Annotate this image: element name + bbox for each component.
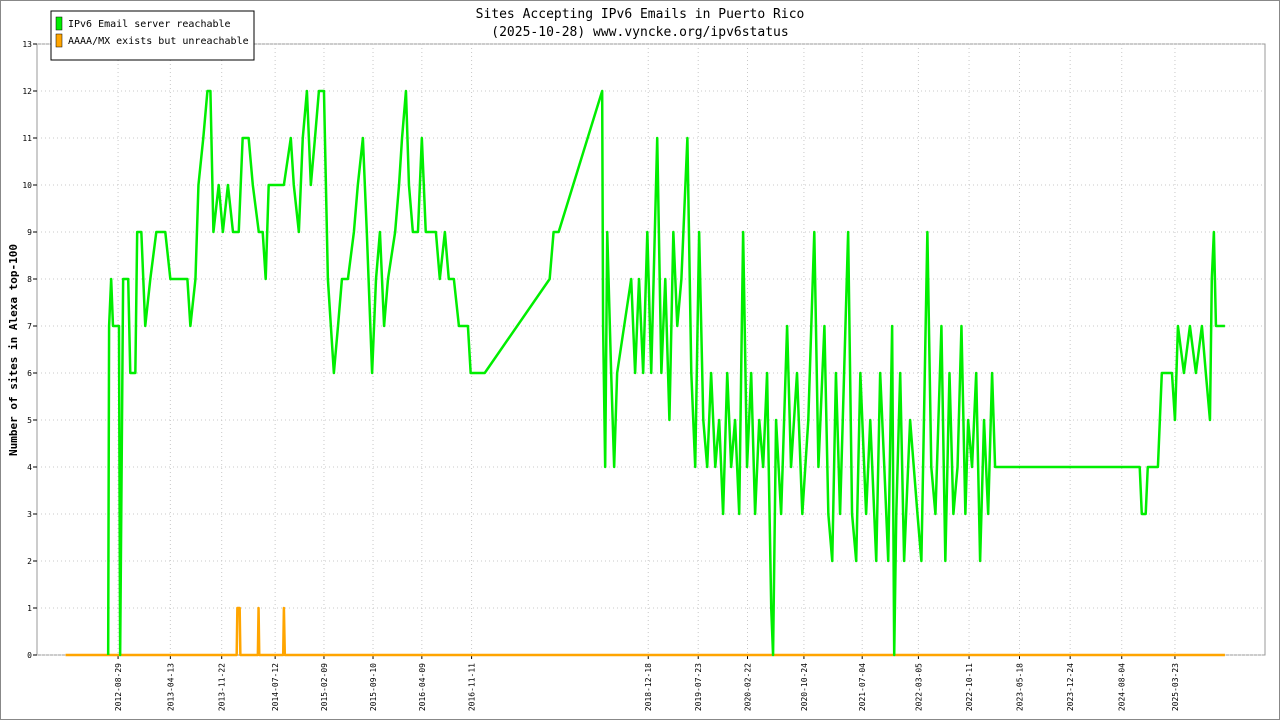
legend-box bbox=[50, 10, 255, 61]
x-tick-label: 2015-02-09 bbox=[320, 663, 329, 711]
x-tick-label: 2020-10-24 bbox=[800, 663, 809, 711]
x-tick-label: 2013-11-22 bbox=[218, 663, 227, 711]
x-tick-label: 2020-02-22 bbox=[743, 663, 752, 711]
y-tick-label: 7 bbox=[27, 322, 32, 331]
y-tick-label: 0 bbox=[27, 651, 32, 660]
y-axis-label: Number of sites in Alexa top-100 bbox=[7, 244, 20, 456]
series-line bbox=[106, 89, 1225, 657]
y-tick-label: 2 bbox=[27, 557, 32, 566]
y-tick-label: 4 bbox=[27, 463, 32, 472]
x-tick-label: 2022-10-11 bbox=[965, 663, 974, 711]
y-tick-label: 9 bbox=[27, 228, 32, 237]
x-tick-label: 2025-03-23 bbox=[1171, 663, 1180, 711]
y-tick-label: 13 bbox=[22, 40, 32, 49]
x-tick-label: 2014-07-12 bbox=[271, 663, 280, 711]
x-tick-label: 2013-04-13 bbox=[166, 663, 175, 711]
legend-label: AAAA/MX exists but unreachable bbox=[68, 36, 249, 47]
y-tick-label: 12 bbox=[22, 87, 32, 96]
x-tick-label: 2023-12-24 bbox=[1066, 663, 1075, 711]
x-tick-label: 2022-03-05 bbox=[914, 663, 923, 711]
x-tick-label: 2016-04-09 bbox=[418, 663, 427, 711]
legend: IPv6 Email server reachable AAAA/MX exist… bbox=[50, 10, 255, 61]
x-tick-label: 2023-05-18 bbox=[1015, 663, 1024, 711]
y-tick-label: 10 bbox=[22, 181, 32, 190]
x-tick-label: 2019-07-23 bbox=[694, 663, 703, 711]
x-tick-label: 2012-08-29 bbox=[114, 663, 123, 711]
y-tick-label: 11 bbox=[22, 134, 32, 143]
x-tick-label: 2016-11-11 bbox=[468, 663, 477, 711]
x-tick-label: 2021-07-04 bbox=[858, 663, 867, 711]
y-tick-label: 5 bbox=[27, 416, 32, 425]
chart-title: Sites Accepting IPv6 Emails in Puerto Ri… bbox=[476, 7, 805, 22]
x-tick-label: 2018-12-18 bbox=[644, 663, 653, 711]
legend-swatch bbox=[55, 33, 63, 48]
y-tick-label: 3 bbox=[27, 510, 32, 519]
legend-swatch bbox=[55, 16, 63, 31]
y-tick-label: 8 bbox=[27, 275, 32, 284]
legend-label: IPv6 Email server reachable bbox=[68, 19, 231, 30]
x-tick-label: 2015-09-10 bbox=[369, 663, 378, 711]
y-tick-label: 6 bbox=[27, 369, 32, 378]
series-line bbox=[65, 606, 1225, 657]
x-tick-label: 2024-08-04 bbox=[1118, 663, 1127, 711]
chart-subtitle: (2025-10-28) www.vyncke.org/ipv6status bbox=[491, 25, 788, 40]
y-tick-label: 1 bbox=[27, 604, 32, 613]
